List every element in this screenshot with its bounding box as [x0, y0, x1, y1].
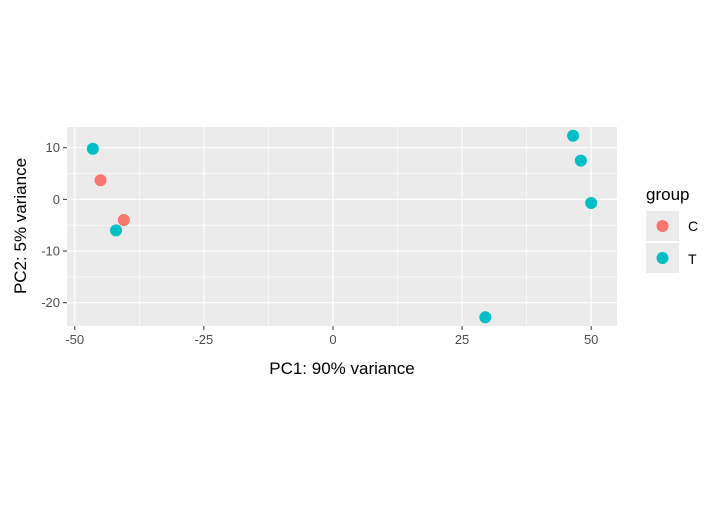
y-tick-label: 0 — [53, 192, 60, 207]
y-tick-label: 10 — [46, 140, 60, 155]
data-point-t — [479, 311, 492, 324]
x-axis-title: PC1: 90% variance — [269, 359, 415, 378]
data-point-t — [567, 129, 580, 142]
x-tick-label: -25 — [194, 332, 213, 347]
data-point-c — [117, 214, 130, 227]
minor-gridlines — [67, 127, 617, 326]
x-tick-label: 50 — [584, 332, 598, 347]
legend-title: group — [646, 185, 689, 204]
legend-label-c: C — [688, 218, 698, 234]
y-tick-label: -10 — [41, 244, 60, 259]
data-point-t — [86, 142, 99, 155]
x-tick-label: 0 — [329, 332, 336, 347]
legend-label-t: T — [688, 251, 697, 267]
y-axis-title: PC2: 5% variance — [11, 158, 30, 294]
x-axis-ticks: -50 -25 0 25 50 — [65, 326, 598, 347]
data-points — [86, 129, 598, 324]
data-point-t — [110, 224, 123, 237]
x-tick-label: 25 — [455, 332, 469, 347]
legend: group C T — [646, 185, 698, 273]
x-tick-label: -50 — [65, 332, 84, 347]
data-point-c — [94, 174, 107, 187]
legend-key-t — [656, 252, 669, 264]
legend-key-c — [656, 220, 669, 232]
major-gridlines — [67, 127, 617, 326]
y-tick-label: -20 — [41, 295, 60, 310]
y-axis-ticks: 10 0 -10 -20 — [41, 140, 67, 310]
plot-panel — [67, 127, 617, 326]
data-point-t — [585, 196, 598, 209]
data-point-t — [574, 154, 587, 167]
